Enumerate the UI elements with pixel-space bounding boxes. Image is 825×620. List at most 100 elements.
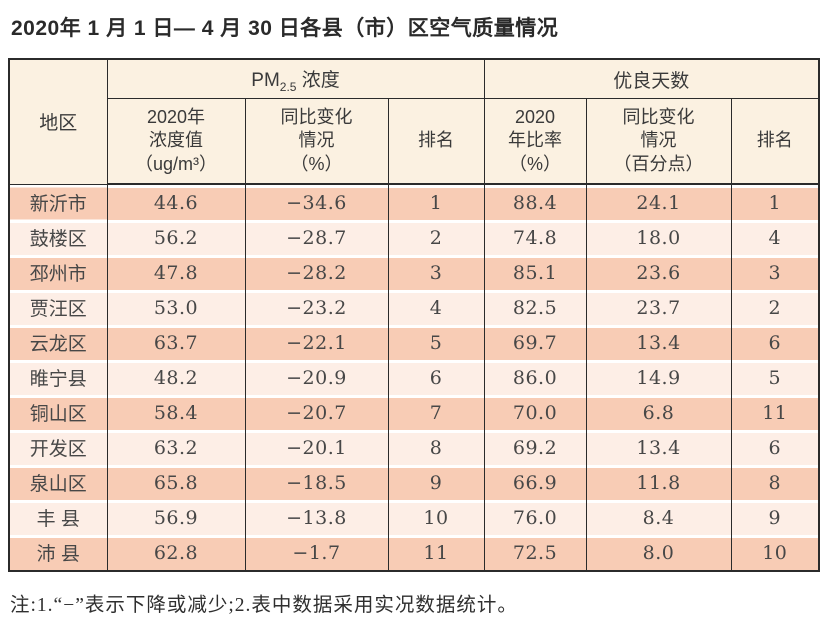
- header-line: （%）: [290, 153, 343, 174]
- value-cell: 2: [730, 290, 820, 325]
- value-cell: 7: [387, 395, 485, 430]
- value-cell: 18.0: [585, 220, 732, 255]
- value-cell: −20.9: [244, 360, 388, 395]
- value-cell: 66.9: [483, 465, 587, 500]
- column-header-days-rank: 排名: [730, 98, 820, 185]
- value-cell: 65.8: [106, 465, 245, 500]
- header-line: （ug/m³）: [134, 153, 217, 174]
- table-row: 开发区 63.2 −20.1 8 69.2 13.4 6: [9, 430, 820, 465]
- value-cell: 11: [387, 535, 485, 571]
- value-cell: −20.7: [244, 395, 388, 430]
- region-cell: 开发区: [9, 430, 107, 465]
- header-line: 同比变化: [280, 106, 353, 127]
- value-cell: 56.9: [106, 500, 245, 535]
- value-cell: 8: [387, 430, 485, 465]
- value-cell: 63.2: [106, 430, 245, 465]
- region-cell: 鼓楼区: [9, 220, 107, 255]
- value-cell: 72.5: [483, 535, 587, 571]
- header-line: （百分点）: [613, 153, 704, 174]
- value-cell: 3: [387, 255, 485, 290]
- header-sub-row: 2020年 浓度值 （ug/m³） 同比变化 情况 （%） 排名 2020 年比…: [9, 98, 820, 185]
- value-cell: 2: [387, 220, 485, 255]
- value-cell: 82.5: [483, 290, 587, 325]
- value-cell: 58.4: [106, 395, 245, 430]
- pm25-label-suffix: 浓度: [296, 69, 340, 91]
- value-cell: 6: [730, 325, 820, 360]
- value-cell: 85.1: [483, 255, 587, 290]
- footnote: 注:1.“−”表示下降或减少;2.表中数据采用实况数据统计。: [10, 595, 518, 616]
- header-line: 情况: [640, 130, 677, 151]
- page-title: 2020年 1 月 1 日— 4 月 30 日各县（市）区空气质量情况: [11, 17, 559, 40]
- region-cell: 丰 县: [9, 500, 107, 535]
- table-header: 地区 PM2.5 浓度 优良天数 2020年 浓度值 （ug/m³） 同比变化 …: [8, 58, 820, 185]
- region-cell: 贾汪区: [9, 290, 107, 325]
- column-header-pm-change: 同比变化 情况 （%）: [244, 98, 389, 185]
- value-cell: −28.7: [244, 220, 388, 255]
- value-cell: −13.8: [244, 500, 388, 535]
- value-cell: 44.6: [106, 184, 245, 220]
- region-cell: 云龙区: [9, 325, 107, 360]
- value-cell: 10: [730, 535, 820, 571]
- value-cell: 8.0: [585, 535, 732, 571]
- value-cell: 14.9: [585, 360, 732, 395]
- value-cell: 4: [387, 290, 485, 325]
- value-cell: 1: [387, 184, 485, 220]
- value-cell: 88.4: [483, 184, 587, 220]
- value-cell: −23.2: [244, 290, 388, 325]
- value-cell: 6: [387, 360, 485, 395]
- header-group-row: 地区 PM2.5 浓度 优良天数: [8, 58, 820, 185]
- value-cell: 11: [730, 395, 820, 430]
- air-quality-table: 地区 PM2.5 浓度 优良天数 2020年 浓度值 （ug/m³） 同比变化 …: [8, 58, 821, 572]
- value-cell: 11.8: [585, 465, 732, 500]
- value-cell: −34.6: [244, 184, 388, 220]
- region-cell: 邳州市: [9, 255, 107, 290]
- value-cell: 8: [730, 465, 820, 500]
- value-cell: 4: [730, 220, 820, 255]
- region-cell: 新沂市: [9, 184, 107, 220]
- value-cell: 6.8: [585, 395, 732, 430]
- table-body: 新沂市 44.6 −34.6 1 88.4 24.1 1 鼓楼区 56.2 −28.7 2 74.8 1…: [9, 184, 820, 571]
- table-row: 邳州市 47.8 −28.2 3 85.1 23.6 3: [9, 255, 820, 290]
- column-header-days-change: 同比变化 情况 （百分点）: [585, 98, 732, 185]
- value-cell: 53.0: [106, 290, 245, 325]
- column-header-region: 地区: [8, 58, 108, 185]
- value-cell: −20.1: [244, 430, 388, 465]
- table-row: 鼓楼区 56.2 −28.7 2 74.8 18.0 4: [9, 220, 820, 255]
- header-line: （%）: [509, 153, 562, 174]
- column-group-good-days: 优良天数: [483, 58, 820, 99]
- header-line: 2020年: [146, 106, 206, 127]
- value-cell: 13.4: [585, 325, 732, 360]
- value-cell: 86.0: [483, 360, 587, 395]
- table-row: 沛 县 62.8 −1.7 11 72.5 8.0 10: [9, 535, 820, 571]
- value-cell: 62.8: [106, 535, 245, 571]
- table-row: 睢宁县 48.2 −20.9 6 86.0 14.9 5: [9, 360, 820, 395]
- column-header-pm-value: 2020年 浓度值 （ug/m³）: [106, 98, 246, 185]
- region-cell: 睢宁县: [9, 360, 107, 395]
- header-line: 浓度值: [149, 130, 203, 151]
- value-cell: 5: [730, 360, 820, 395]
- value-cell: 10: [387, 500, 485, 535]
- pm25-label-prefix: PM: [251, 69, 280, 91]
- value-cell: 8.4: [585, 500, 732, 535]
- value-cell: 47.8: [106, 255, 245, 290]
- value-cell: 24.1: [585, 184, 732, 220]
- value-cell: −28.2: [244, 255, 388, 290]
- value-cell: 63.7: [106, 325, 245, 360]
- table-row: 新沂市 44.6 −34.6 1 88.4 24.1 1: [9, 184, 820, 220]
- region-cell: 铜山区: [9, 395, 107, 430]
- column-header-days-rate: 2020 年比率 （%）: [483, 98, 587, 185]
- table-row: 泉山区 65.8 −18.5 9 66.9 11.8 8: [9, 465, 820, 500]
- value-cell: 56.2: [106, 220, 245, 255]
- table-row: 铜山区 58.4 −20.7 7 70.0 6.8 11: [9, 395, 820, 430]
- value-cell: 70.0: [483, 395, 587, 430]
- region-cell: 沛 县: [9, 535, 107, 571]
- table-row: 贾汪区 53.0 −23.2 4 82.5 23.7 2: [9, 290, 820, 325]
- table-row: 云龙区 63.7 −22.1 5 69.7 13.4 6: [9, 325, 820, 360]
- value-cell: −22.1: [244, 325, 388, 360]
- value-cell: 3: [730, 255, 820, 290]
- pm25-label-subscript: 2.5: [279, 79, 297, 94]
- header-line: 同比变化: [622, 106, 695, 127]
- value-cell: 6: [730, 430, 820, 465]
- value-cell: −1.7: [244, 535, 388, 571]
